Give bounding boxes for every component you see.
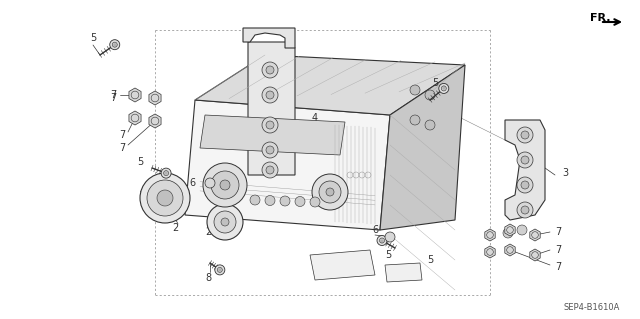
Polygon shape [243,28,295,48]
Circle shape [157,190,173,206]
Text: SEP4-B1610A: SEP4-B1610A [564,303,620,313]
Circle shape [262,87,278,103]
Text: 5: 5 [90,33,96,43]
Circle shape [521,206,529,214]
Polygon shape [149,91,161,105]
Circle shape [221,218,229,226]
Circle shape [215,265,225,275]
Circle shape [410,115,420,125]
Circle shape [266,146,274,154]
Circle shape [517,225,527,235]
Polygon shape [200,115,345,155]
Circle shape [262,142,278,158]
Circle shape [521,131,529,139]
Text: 5: 5 [385,250,391,260]
Polygon shape [530,229,540,241]
Circle shape [326,188,334,196]
Circle shape [377,235,387,246]
Circle shape [262,62,278,78]
Polygon shape [149,114,161,128]
Text: 4: 4 [312,113,318,123]
Polygon shape [129,88,141,102]
Circle shape [266,166,274,174]
Circle shape [385,232,395,242]
Circle shape [319,181,341,203]
Circle shape [265,196,275,205]
Circle shape [439,84,449,93]
Circle shape [203,163,247,207]
Circle shape [503,228,513,238]
Circle shape [425,120,435,130]
Circle shape [517,127,533,143]
Circle shape [109,40,120,50]
Circle shape [280,196,290,206]
Circle shape [218,267,222,272]
Circle shape [410,85,420,95]
Circle shape [517,177,533,193]
Text: 6: 6 [372,225,378,235]
Circle shape [262,162,278,178]
Polygon shape [129,111,141,125]
Circle shape [266,66,274,74]
Polygon shape [380,65,465,230]
Text: 5: 5 [137,157,143,167]
Circle shape [220,180,230,190]
Circle shape [250,195,260,205]
Text: 2: 2 [172,223,178,233]
Circle shape [262,117,278,133]
Circle shape [517,152,533,168]
Circle shape [521,181,529,189]
Polygon shape [310,250,375,280]
Text: 8: 8 [205,273,211,283]
Circle shape [211,171,239,199]
Circle shape [266,121,274,129]
Polygon shape [530,249,540,261]
Text: 7: 7 [555,262,561,272]
Circle shape [266,91,274,99]
Circle shape [310,197,320,207]
Circle shape [112,42,117,47]
Text: 7: 7 [555,227,561,237]
Text: 7: 7 [119,143,125,153]
Circle shape [442,86,446,91]
Circle shape [161,168,171,178]
Circle shape [140,173,190,223]
Polygon shape [505,244,515,256]
Text: FR.: FR. [590,13,611,23]
Circle shape [147,180,183,216]
Polygon shape [248,42,295,175]
Polygon shape [195,55,465,115]
Text: 7: 7 [110,90,116,100]
Circle shape [205,178,215,188]
Text: 5: 5 [427,255,433,265]
Polygon shape [505,120,545,220]
Text: 5: 5 [432,78,438,88]
Circle shape [312,174,348,210]
Polygon shape [185,100,390,230]
Circle shape [521,156,529,164]
Polygon shape [505,224,515,236]
Text: 7: 7 [555,245,561,255]
Circle shape [517,202,533,218]
Circle shape [425,90,435,100]
Polygon shape [385,263,422,282]
Circle shape [164,171,168,176]
Text: 1: 1 [139,191,145,201]
Circle shape [380,238,385,243]
Text: 2: 2 [205,227,211,237]
Polygon shape [485,229,495,241]
Text: 7: 7 [110,93,116,103]
Text: 7: 7 [119,130,125,140]
Circle shape [214,211,236,233]
Circle shape [207,204,243,240]
Polygon shape [485,246,495,258]
Text: 3: 3 [562,168,568,178]
Circle shape [295,197,305,206]
Text: 6: 6 [189,178,195,188]
